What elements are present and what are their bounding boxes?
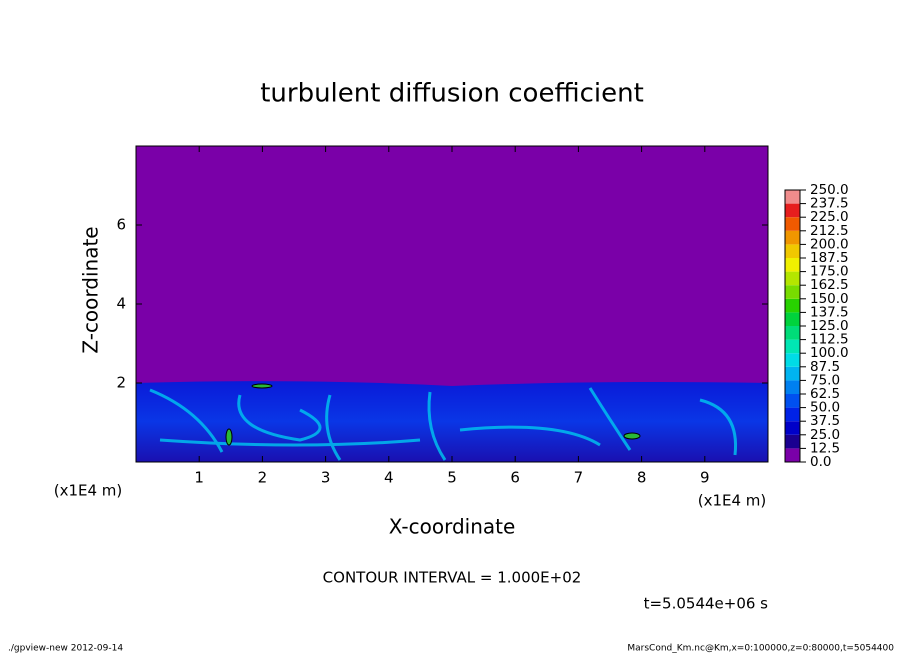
colorbar-bin <box>785 203 800 218</box>
y-tick-label: 4 <box>116 295 126 313</box>
colorbar-bin <box>785 326 800 340</box>
colorbar-bin <box>785 271 800 286</box>
x-axis-label: X-coordinate <box>389 515 516 539</box>
colorbar-bin <box>785 407 800 422</box>
colorbar-bin <box>785 366 800 381</box>
footer-left: ./gpview-new 2012-09-14 <box>8 644 123 654</box>
colorbar-bin <box>785 217 800 231</box>
colorbar-bin <box>785 394 800 408</box>
colorbar-label: 112.5 <box>810 332 849 348</box>
colorbar-label: 237.5 <box>810 196 849 212</box>
colorbar-label: 62.5 <box>810 386 840 402</box>
colorbar-label: 87.5 <box>810 359 840 375</box>
colorbar-label: 162.5 <box>810 277 849 293</box>
x-tick-label: 3 <box>321 469 331 487</box>
colorbar-label: 250.0 <box>810 182 849 198</box>
colorbar-bin <box>785 244 800 258</box>
colorbar-bin <box>785 448 800 462</box>
colorbar-bin <box>785 230 800 245</box>
x-tick-label: 8 <box>637 469 647 487</box>
colorbar-bin <box>785 353 800 367</box>
colorbar-bin <box>785 285 800 299</box>
colorbar-label: 212.5 <box>810 223 849 239</box>
x-tick-label: 7 <box>574 469 584 487</box>
colorbar-label: 150.0 <box>810 291 849 307</box>
colorbar-label: 137.5 <box>810 304 849 320</box>
colorbar-bin <box>785 190 800 204</box>
colorbar-bin <box>785 298 800 313</box>
footer-right: MarsCond_Km.nc@Km,x=0:100000,z=0:80000,t… <box>627 644 894 654</box>
colorbar-bin <box>785 380 800 394</box>
colorbar-label: 0.0 <box>810 454 831 470</box>
colorbar-bin <box>785 339 800 354</box>
x-unit-label: (x1E4 m) <box>698 492 767 510</box>
y-tick-label: 2 <box>116 374 126 392</box>
colorbar-label: 175.0 <box>810 264 849 280</box>
colorbar-bin <box>785 434 800 449</box>
colorbar-label: 187.5 <box>810 250 849 266</box>
contour-interval: CONTOUR INTERVAL = 1.000E+02 <box>323 569 582 587</box>
colorbar-label: 75.0 <box>810 372 840 388</box>
y-tick-label: 6 <box>116 216 126 234</box>
field-patches <box>225 383 641 446</box>
x-tick-label: 1 <box>194 469 204 487</box>
colorbar-label: 225.0 <box>810 209 849 225</box>
time-label: t=5.0544e+06 s <box>644 595 769 613</box>
y-unit-label: (x1E4 m) <box>54 482 123 500</box>
colorbar-label: 37.5 <box>810 413 840 429</box>
colorbar-bin <box>785 421 800 435</box>
colorbar-label: 200.0 <box>810 236 849 252</box>
x-tick-label: 6 <box>510 469 520 487</box>
colorbar-label: 125.0 <box>810 318 849 334</box>
x-tick-label: 5 <box>447 469 457 487</box>
field-streaks <box>149 387 738 461</box>
field <box>136 146 768 462</box>
colorbar-label: 25.0 <box>810 427 840 443</box>
colorbar-label: 50.0 <box>810 400 840 416</box>
x-tick-label: 4 <box>384 469 394 487</box>
y-axis-label: Z-coordinate <box>79 226 103 353</box>
x-tick-label: 9 <box>700 469 710 487</box>
colorbar-label: 100.0 <box>810 345 849 361</box>
chart-title: turbulent diffusion coefficient <box>260 79 644 109</box>
colorbar-bin <box>785 312 800 326</box>
x-tick-label: 2 <box>258 469 268 487</box>
colorbar-bin <box>785 258 800 272</box>
turbulent-layer <box>136 381 768 462</box>
colorbar-label: 12.5 <box>810 440 840 456</box>
